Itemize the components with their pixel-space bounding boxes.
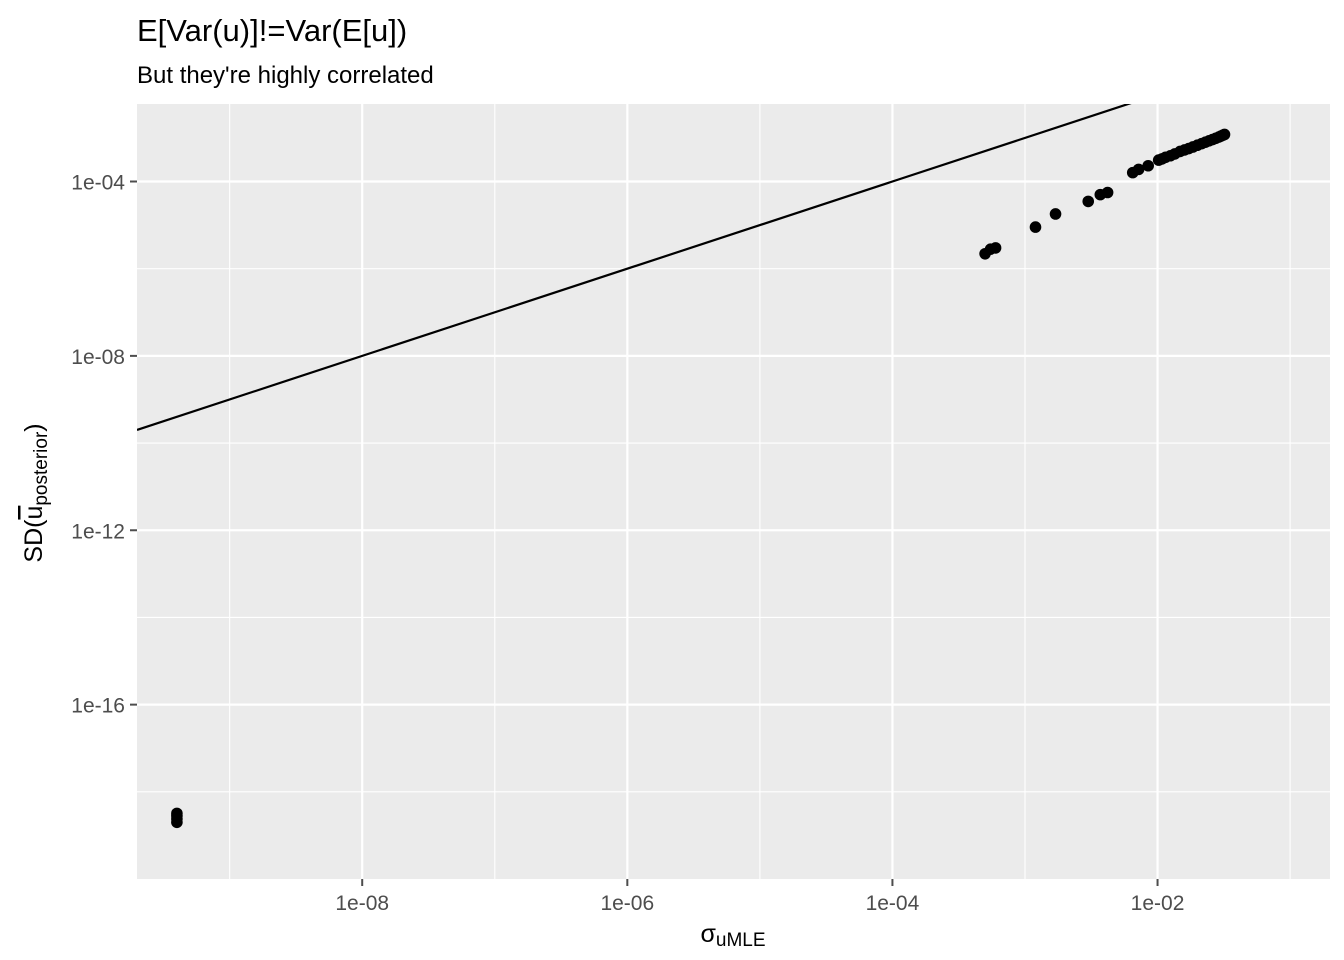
x-tick-label: 1e-06	[600, 892, 654, 915]
data-point	[171, 807, 183, 820]
x-axis-title-base: σ	[700, 920, 716, 948]
y-axis: 1e-04 1e-08 1e-12 1e-16	[71, 172, 137, 718]
y-tick-label: 1e-08	[71, 346, 125, 369]
data-point	[1101, 186, 1114, 199]
y-axis-title-sub: posterior	[31, 431, 52, 506]
x-tick-label: 1e-02	[1131, 892, 1185, 915]
data-point	[989, 242, 1002, 254]
y-axis-title: SD(uposterior)	[20, 423, 52, 562]
x-axis-title-sub: uMLE	[716, 930, 766, 951]
y-tick-label: 1e-12	[71, 520, 125, 543]
y-axis-title-base: u	[20, 506, 48, 520]
chart-title: E[Var(u)]!=Var(E[u])	[137, 13, 407, 48]
x-tick-label: 1e-04	[866, 892, 920, 915]
y-tick-label: 1e-04	[71, 172, 125, 195]
y-tick-label: 1e-16	[71, 695, 125, 718]
y-axis-title-suffix: )	[20, 423, 48, 431]
data-point	[1029, 221, 1042, 233]
chart-subtitle: But they're highly correlated	[137, 62, 434, 89]
y-axis-title-prefix: SD(	[20, 519, 48, 563]
x-axis-title: σuMLE	[700, 920, 765, 951]
minor-gridlines	[137, 104, 1330, 879]
data-points	[171, 128, 1231, 829]
major-gridlines	[137, 104, 1330, 879]
data-point	[1218, 128, 1231, 141]
data-point	[1082, 195, 1095, 208]
data-point	[1049, 208, 1062, 220]
x-axis: 1e-08 1e-06 1e-04 1e-02	[335, 879, 1184, 915]
data-point	[1142, 159, 1154, 172]
x-tick-label: 1e-08	[335, 892, 389, 915]
data-point	[1132, 163, 1145, 176]
plot-panel	[137, 104, 1330, 879]
identity-reference-line	[137, 104, 1132, 431]
